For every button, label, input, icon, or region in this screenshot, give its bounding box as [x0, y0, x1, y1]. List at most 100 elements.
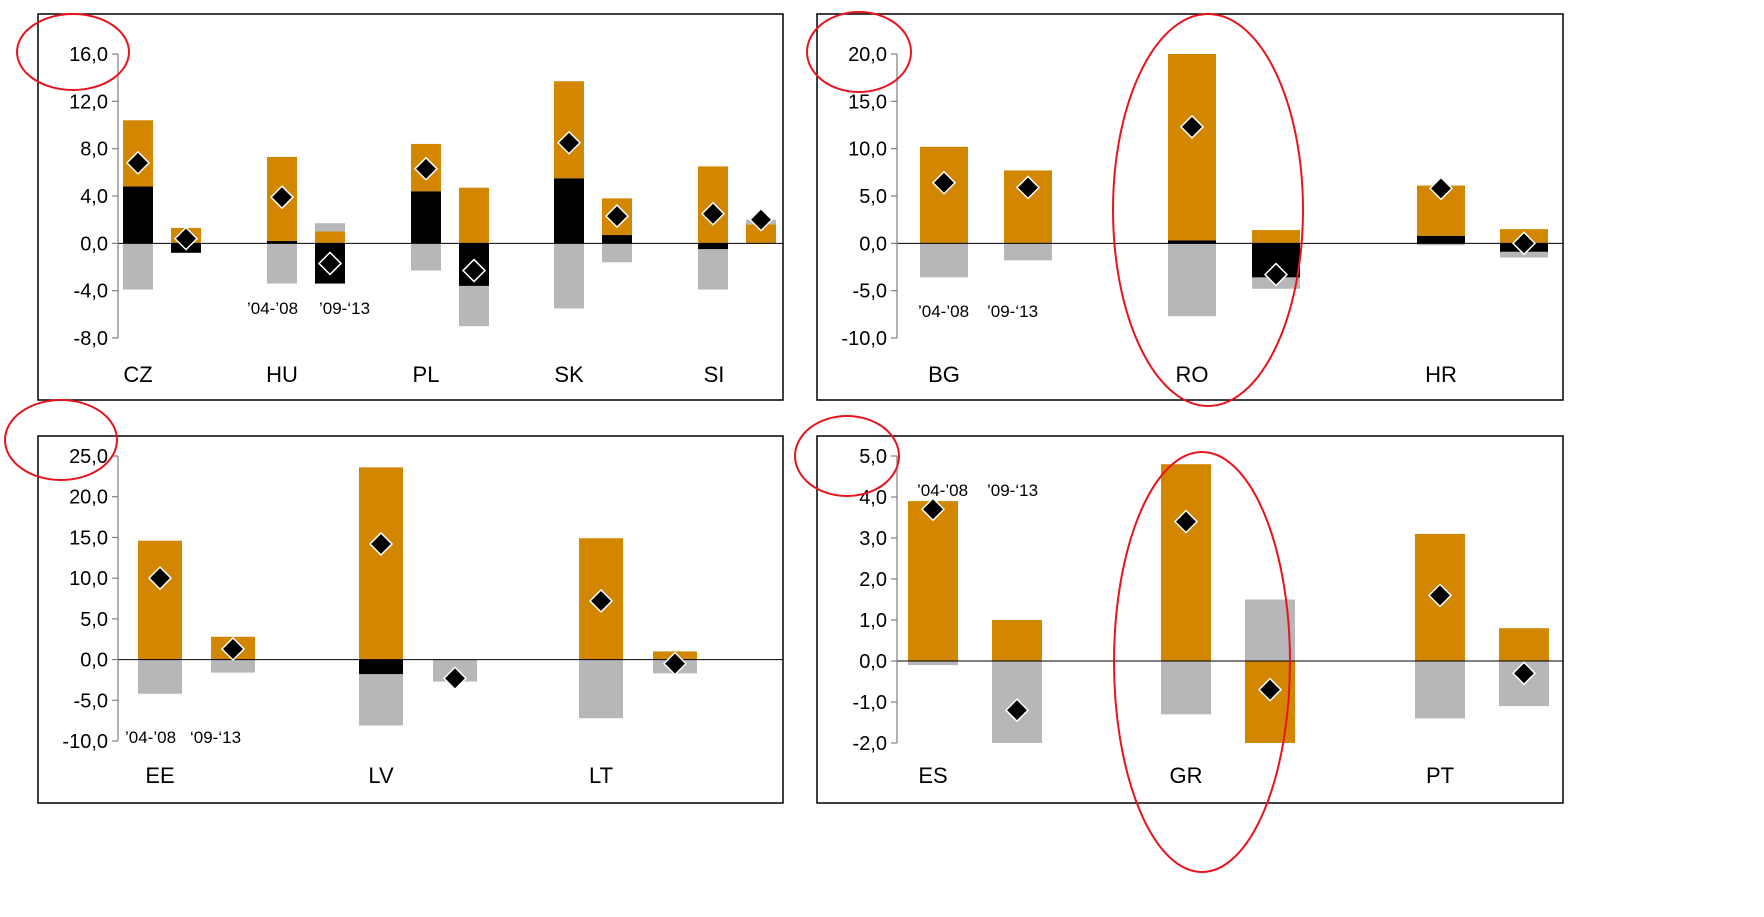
bar-gray: [211, 659, 255, 673]
bar-black: [698, 243, 728, 250]
bar-gray: [908, 661, 958, 666]
highlight-circle: [1113, 451, 1291, 873]
y-tick-label: 4,0: [80, 186, 108, 208]
chart-panel-balkan: 20,0 15,0 10,0 5,0 0,0 -5,0 -10,0 BG RO HR ’04-’08…: [806, 11, 1564, 407]
diamond-marker: [461, 258, 487, 283]
bar-orange: [1499, 628, 1549, 661]
diamond-marker: [368, 531, 394, 557]
bar-orange: [1168, 54, 1216, 241]
diamond-marker: [173, 226, 199, 251]
period-label: ’09-‘13: [987, 481, 1038, 500]
bar-gray: [411, 243, 441, 271]
bar-gray: [1168, 243, 1216, 317]
bar-gray: [920, 243, 968, 278]
diamond-marker: [125, 150, 151, 175]
y-tick-label: -10,0: [841, 328, 887, 350]
y-tick-label: 10,0: [848, 139, 887, 161]
diamond-marker: [147, 566, 173, 591]
country-label: HR: [1425, 362, 1457, 387]
country-label: SI: [704, 362, 725, 387]
y-tick-label: -5,0: [853, 281, 887, 303]
diamond-marker: [920, 497, 946, 522]
bar-black: [1168, 240, 1216, 244]
y-tick-label: 1,0: [859, 610, 887, 632]
bar-orange: [1252, 230, 1300, 244]
bar-black: [554, 178, 584, 244]
bar-black: [1417, 235, 1465, 244]
diamond-marker: [1511, 661, 1537, 686]
bar-gray: [123, 243, 153, 290]
y-tick-label: 0,0: [80, 650, 108, 672]
y-tick-label: 15,0: [848, 91, 887, 113]
bar-gray: [1161, 661, 1211, 715]
bar-black: [123, 186, 153, 244]
diamond-marker: [317, 251, 343, 276]
bar-orange: [1161, 464, 1211, 661]
bar-orange: [746, 224, 776, 244]
diamond-marker: [748, 207, 774, 232]
bar-orange: [359, 467, 403, 660]
bar-orange: [459, 187, 489, 244]
diamond-marker: [413, 156, 439, 181]
diamond-marker: [442, 666, 468, 691]
bar-black: [602, 235, 632, 244]
y-tick-label: 20,0: [69, 487, 108, 509]
diamond-marker: [1173, 509, 1199, 534]
y-tick-label: 5,0: [859, 186, 887, 208]
diamond-marker: [220, 636, 246, 662]
period-label: ’04-’08: [247, 299, 298, 318]
country-label: CZ: [123, 362, 152, 387]
country-label: EE: [145, 763, 174, 788]
highlight-circle: [1112, 13, 1304, 407]
highlight-circle: [806, 11, 912, 93]
bar-black: [359, 659, 403, 675]
diamond-marker: [269, 185, 295, 210]
highlight-circle: [4, 399, 118, 481]
y-tick-label: 12,0: [69, 91, 108, 113]
chart-panel-south: 5,04,03,02,01,00,0-1,0-2,0ES GR PT’04-’08’…: [794, 415, 1564, 873]
period-label: ’09-‘13: [319, 299, 370, 318]
y-tick-label: 5,0: [859, 446, 887, 468]
diamond-marker: [1427, 583, 1453, 608]
bar-orange: [554, 81, 584, 179]
bar-orange: [138, 540, 182, 660]
y-tick-label: 0,0: [859, 651, 887, 673]
diamond-marker: [1179, 114, 1205, 139]
y-tick-label: -1,0: [853, 692, 887, 714]
bar-gray: [315, 223, 345, 232]
diamond-marker: [604, 204, 630, 229]
country-label: LT: [589, 763, 613, 788]
diamond-marker: [1015, 175, 1041, 200]
country-label: PL: [413, 362, 440, 387]
bar-gray: [138, 659, 182, 694]
country-label: BG: [928, 362, 960, 387]
country-label: GR: [1170, 763, 1203, 788]
bar-orange: [315, 231, 345, 244]
y-tick-label: -2,0: [853, 733, 887, 755]
diamond-marker: [662, 651, 688, 676]
y-tick-label: 15,0: [69, 527, 108, 549]
period-label: ’04-’08: [125, 728, 176, 747]
bar-gray: [359, 674, 403, 726]
bar-gray: [602, 243, 632, 263]
chart-frame: [816, 13, 1564, 401]
diamond-marker: [1263, 262, 1289, 287]
bar-gray: [1004, 243, 1052, 261]
country-label: ES: [918, 763, 947, 788]
y-tick-label: -10,0: [62, 731, 108, 753]
y-tick-label: 8,0: [80, 139, 108, 161]
bar-black: [267, 240, 297, 244]
bar-orange: [1245, 661, 1295, 743]
bar-gray: [1415, 661, 1465, 719]
bar-black: [411, 191, 441, 244]
chart-frame: [816, 435, 1564, 804]
diamond-marker: [1511, 231, 1537, 256]
highlight-circle: [16, 13, 130, 91]
y-tick-label: 5,0: [80, 609, 108, 631]
y-tick-label: -5,0: [74, 690, 108, 712]
bar-orange: [908, 501, 958, 661]
country-label: HU: [266, 362, 298, 387]
y-tick-label: 10,0: [69, 568, 108, 590]
period-label: ‘09-‘13: [190, 728, 241, 747]
